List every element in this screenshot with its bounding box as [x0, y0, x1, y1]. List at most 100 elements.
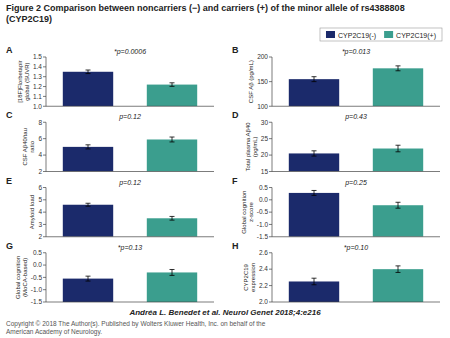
y-tick-label: 0.5	[259, 184, 268, 191]
p-value: p=0.25	[344, 179, 367, 187]
error-cap	[396, 145, 401, 146]
error-cap	[312, 284, 317, 285]
legend-frame	[320, 28, 442, 41]
y-tick-label: -1.5	[31, 298, 43, 305]
y-tick-label: 1.4	[33, 63, 42, 70]
error-cap	[312, 278, 317, 279]
error-cap	[396, 272, 401, 273]
y-tick	[43, 86, 46, 87]
y-tick	[269, 122, 272, 123]
y-axis-label: CSF Aβ40/tauratio	[22, 128, 35, 165]
error-cap	[86, 144, 91, 145]
bar	[63, 279, 113, 302]
error-bar	[86, 276, 91, 281]
y-tick	[43, 199, 46, 200]
panel: -1.5-1.0-0.50.00.5Global cognition(MoCA-…	[6, 241, 214, 306]
y-tick	[43, 155, 46, 156]
legend-label: CYP2C19(+)	[396, 32, 436, 40]
y-tick	[269, 199, 272, 200]
panel-label: B	[232, 45, 239, 55]
y-axis-line	[46, 122, 47, 171]
y-tick-label: 2.0	[259, 298, 268, 305]
p-value: p=0.43	[344, 113, 367, 121]
copyright: Copyright © 2018 The Author(s). Publishe…	[6, 320, 266, 336]
y-axis-label: CYP2C19expression	[243, 263, 256, 292]
error-cap	[86, 276, 91, 277]
error-bar	[170, 216, 175, 220]
error-stem	[398, 266, 399, 273]
error-bar	[312, 190, 317, 195]
text-line: [18F]Florbetapir	[17, 60, 23, 102]
bar	[373, 149, 423, 172]
error-cap	[170, 216, 175, 217]
bar	[289, 193, 339, 237]
panel-label: E	[6, 176, 12, 186]
panel: 2.02.22.42.6CYP2C19expressionH*p=0.10	[232, 241, 440, 306]
y-tick-label: 150	[257, 78, 268, 85]
error-cap	[170, 275, 175, 276]
error-stem	[88, 276, 89, 281]
y-tick	[269, 269, 272, 270]
y-tick-label: 2	[38, 233, 42, 240]
y-tick-label: 15	[261, 168, 269, 175]
legend-label: CYP2C19(-)	[338, 32, 376, 40]
y-tick-label: 1.3	[33, 73, 42, 80]
y-tick-label: 4	[38, 151, 42, 158]
y-tick	[43, 57, 46, 58]
error-cap	[396, 202, 401, 203]
y-tick-label: 1.2	[33, 83, 42, 90]
error-stem	[314, 77, 315, 82]
y-tick	[43, 277, 46, 278]
error-bar	[86, 203, 91, 206]
error-cap	[86, 203, 91, 204]
y-tick-label: 8	[38, 119, 42, 126]
text-line: Global cognition	[15, 256, 21, 299]
bar	[373, 68, 423, 106]
p-value: *p=0.10	[344, 244, 368, 252]
y-tick	[269, 187, 272, 188]
bar	[289, 79, 339, 106]
y-tick	[43, 289, 46, 290]
text-line: z-score	[248, 202, 254, 222]
error-cap	[170, 220, 175, 221]
text-line: ratio	[29, 140, 35, 152]
error-cap	[86, 281, 91, 282]
panel: 15202530Total plasma Aβ40(pg/mL)Dp=0.43	[232, 110, 440, 175]
legend: CYP2C19(-) CYP2C19(+)	[320, 28, 442, 41]
y-tick	[43, 236, 46, 237]
bars	[289, 266, 423, 302]
panel-label: C	[6, 110, 13, 120]
bar	[63, 205, 113, 237]
y-tick	[43, 122, 46, 123]
panel: 100150200CSF Aβ (pg/mL)B*p=0.013	[232, 45, 440, 110]
error-cap	[86, 148, 91, 149]
y-tick	[269, 212, 272, 213]
text-line: Figure 2 Comparison between noncarriers …	[6, 3, 405, 13]
y-axis-label: Global cognitionz-score	[241, 191, 254, 234]
bar	[147, 85, 197, 107]
y-tick	[269, 252, 272, 253]
y-tick	[43, 171, 46, 172]
y-tick	[43, 106, 46, 107]
text-line: CSF Aβ40/tau	[22, 128, 28, 165]
y-tick-label: 25	[261, 135, 269, 142]
panel-label: D	[232, 110, 239, 120]
y-tick-label: 0.0	[259, 196, 268, 203]
error-bar	[312, 77, 317, 82]
y-tick	[269, 138, 272, 139]
y-tick	[269, 171, 272, 172]
error-stem	[88, 145, 89, 149]
text-line: (CYP2C19)	[6, 14, 52, 24]
error-cap	[86, 73, 91, 74]
bar	[289, 153, 339, 171]
y-tick-label: 20	[261, 151, 269, 158]
y-tick-label: -1.0	[31, 286, 43, 293]
panel-label: F	[232, 176, 238, 186]
y-tick	[269, 106, 272, 107]
y-tick-label: 2.4	[259, 265, 268, 272]
p-value: p=0.12	[118, 179, 141, 187]
figure-title: Figure 2 Comparison between noncarriers …	[6, 3, 405, 24]
p-value: *p=0.13	[118, 244, 142, 252]
y-tick	[43, 187, 46, 188]
y-tick-label: 1.5	[33, 53, 42, 60]
